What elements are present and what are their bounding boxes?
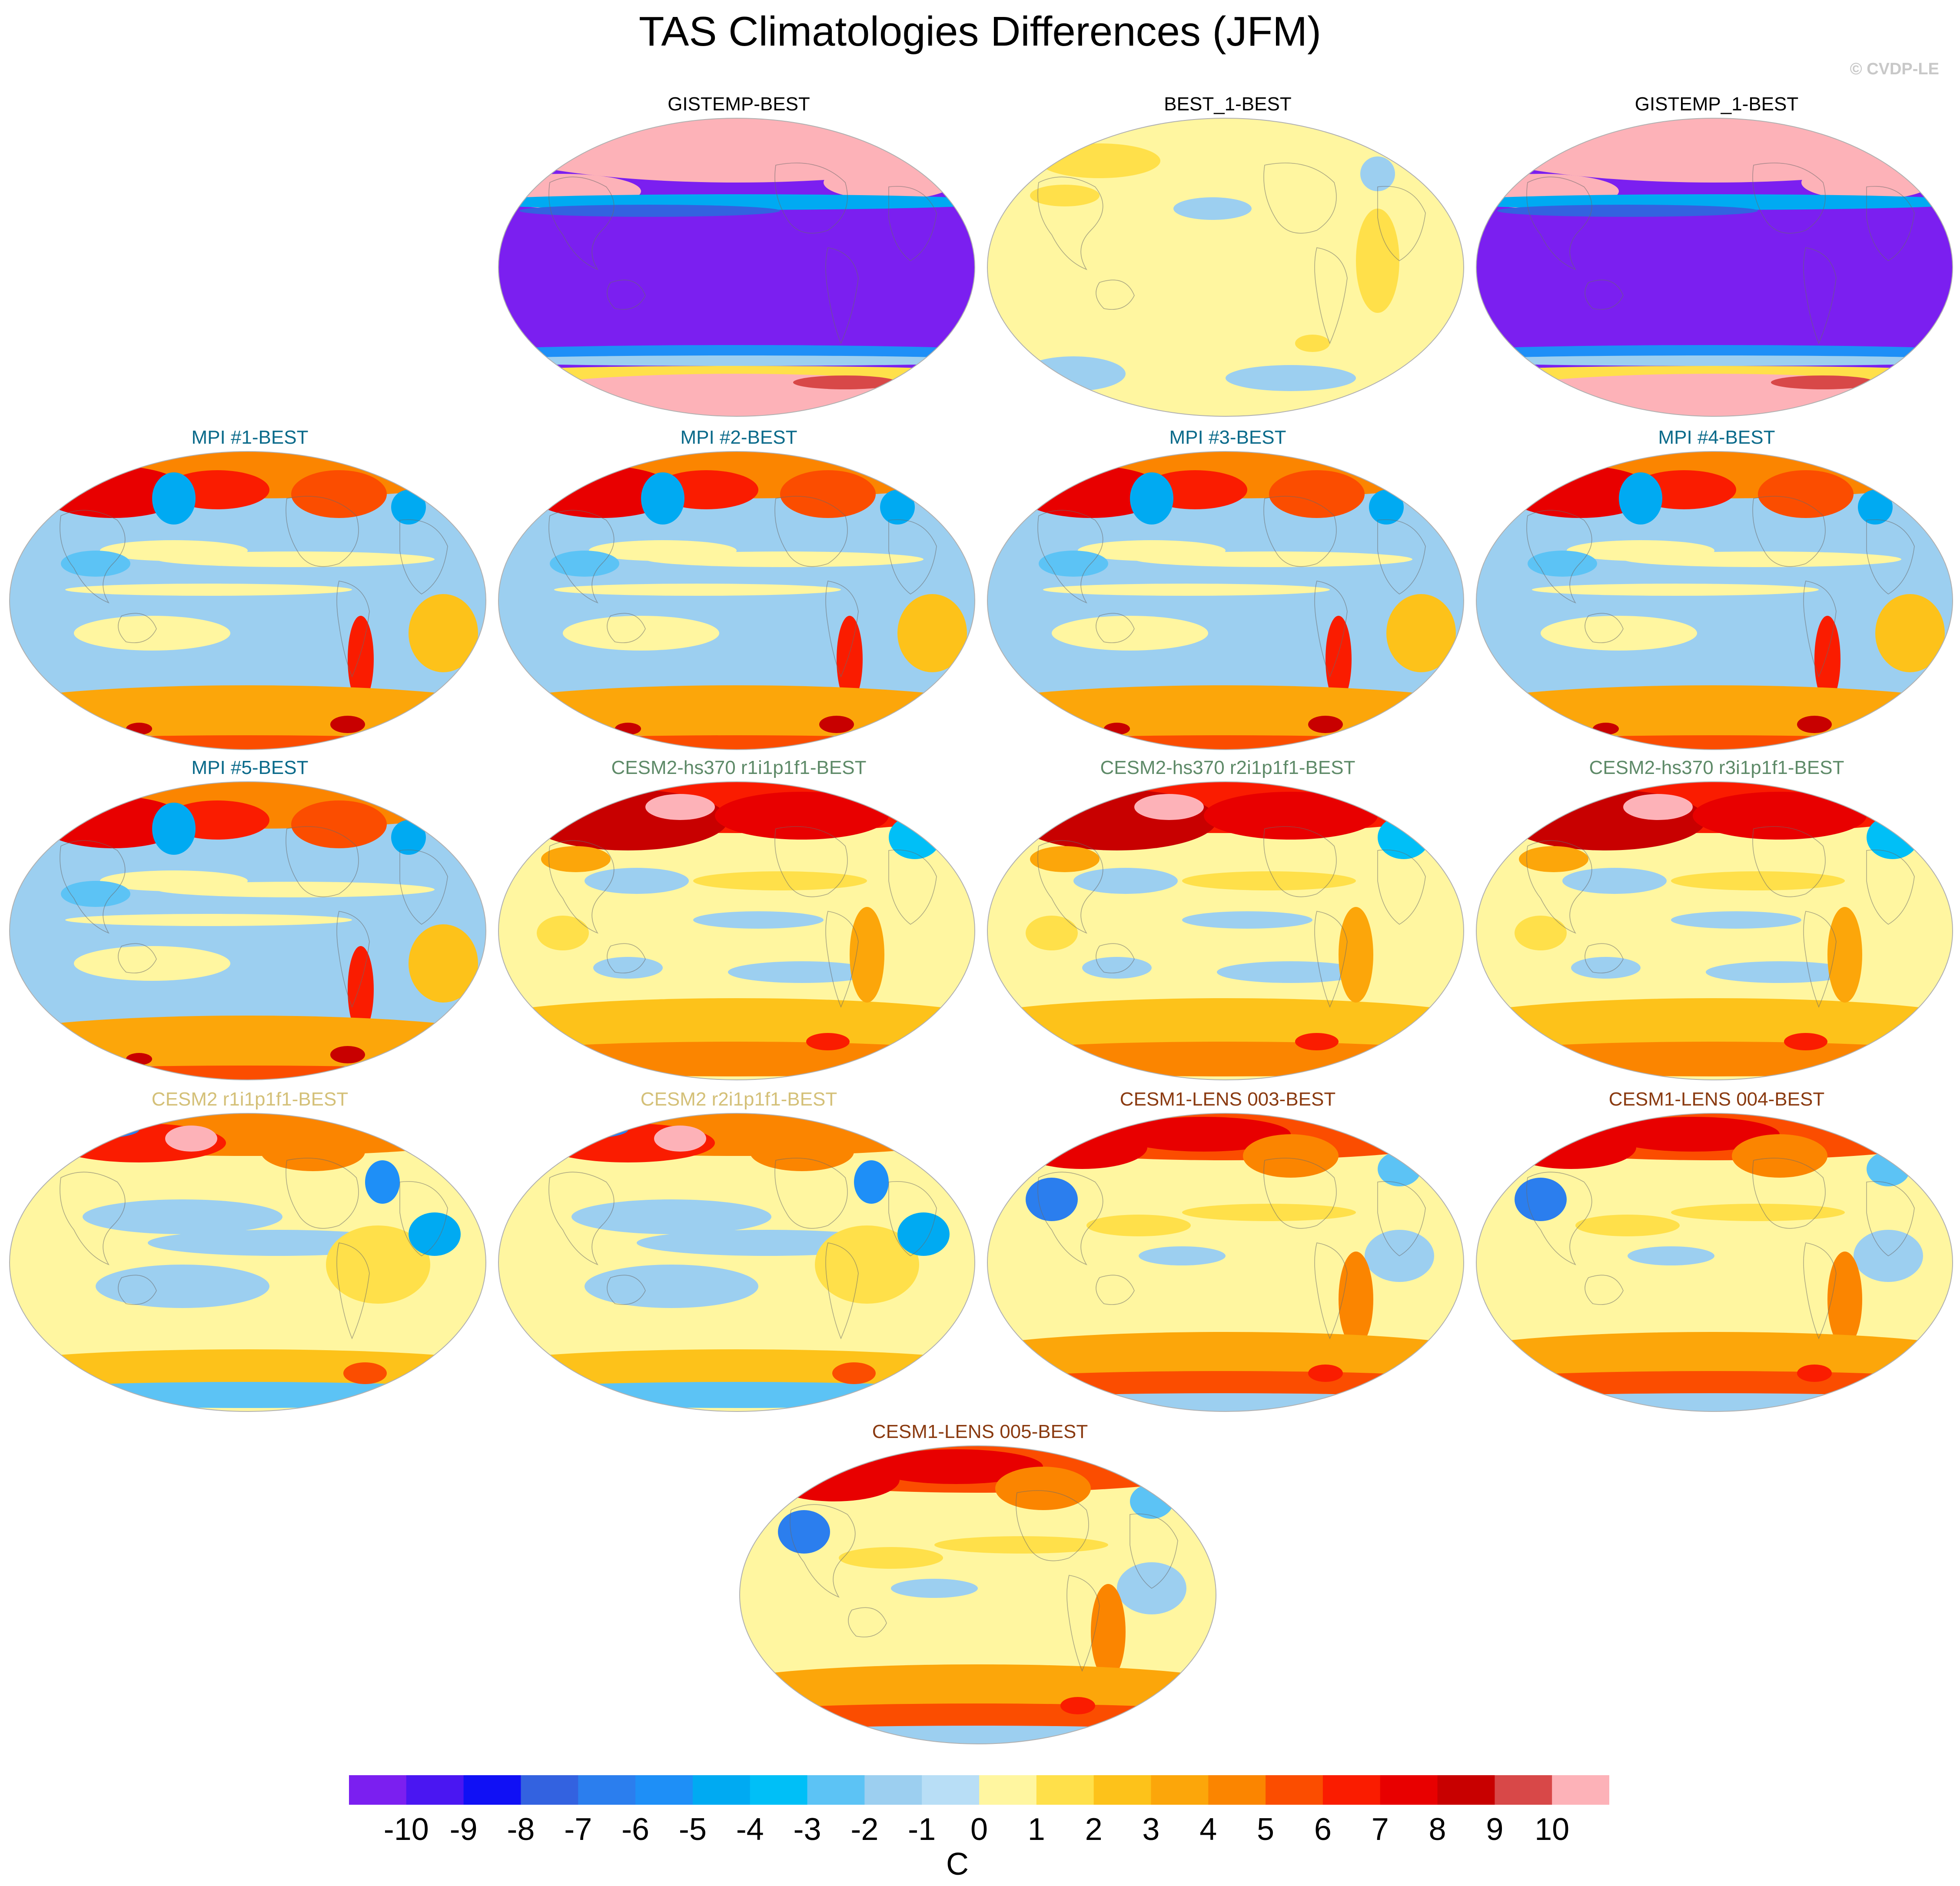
globe-map	[9, 781, 486, 1080]
colorbar-tick-label: -2	[850, 1812, 879, 1847]
colorbar-tick-label: 7	[1371, 1812, 1389, 1847]
colorbar-units: C	[946, 1847, 969, 1882]
colorbar-tick-label: -1	[908, 1812, 936, 1847]
colorbar-tick-label: 9	[1486, 1812, 1504, 1847]
colorbar-tick-label: 10	[1535, 1812, 1570, 1847]
map-panel: CESM1-LENS 003-BEST	[987, 1086, 1469, 1417]
colorbar-swatch	[1380, 1775, 1438, 1805]
colorbar-swatch	[1552, 1775, 1609, 1805]
colorbar-tick-label: 6	[1314, 1812, 1332, 1847]
map-panel: BEST_1-BEST	[987, 91, 1469, 422]
panel-title: MPI #5-BEST	[191, 757, 309, 778]
colorbar-swatch	[1322, 1775, 1381, 1805]
colorbar-tick-label: -10	[383, 1812, 429, 1847]
panel-title: CESM2 r2i1p1f1-BEST	[640, 1089, 837, 1110]
globe-map	[498, 118, 975, 417]
panel-title: CESM2-hs370 r2i1p1f1-BEST	[1100, 757, 1355, 778]
colorbar-swatch	[463, 1775, 521, 1805]
colorbar-tick-label: -9	[449, 1812, 478, 1847]
colorbar-swatch	[750, 1775, 808, 1805]
colorbar-swatch	[1495, 1775, 1552, 1805]
colorbar-swatch	[1093, 1775, 1151, 1805]
colorbar: -10 -9 -8 -7 -6 -5 -4 -3 -2 -1 0 1 2 3 4 5 6 7 8 9 10 C	[349, 1775, 1609, 1884]
panel-title: CESM1-LENS 005-BEST	[872, 1421, 1088, 1442]
colorbar-tick-label: -8	[507, 1812, 535, 1847]
colorbar-swatch	[578, 1775, 636, 1805]
map-panel: CESM2-hs370 r3i1p1f1-BEST	[1475, 755, 1958, 1085]
panel-title: CESM2-hs370 r3i1p1f1-BEST	[1589, 757, 1844, 778]
colorbar-swatch	[635, 1775, 693, 1805]
colorbar-tick-label: 3	[1142, 1812, 1160, 1847]
colorbar-tick-label: 0	[970, 1812, 988, 1847]
panel-title: CESM1-LENS 003-BEST	[1120, 1089, 1336, 1110]
colorbar-swatch	[406, 1775, 464, 1805]
globe-map	[987, 781, 1464, 1080]
colorbar-swatches	[349, 1775, 1609, 1805]
colorbar-swatch	[864, 1775, 922, 1805]
globe-map	[987, 451, 1464, 750]
globe-map	[1476, 781, 1953, 1080]
panel-title: CESM1-LENS 004-BEST	[1608, 1089, 1825, 1110]
colorbar-swatch	[1437, 1775, 1495, 1805]
map-panel: CESM1-LENS 005-BEST	[739, 1419, 1221, 1749]
colorbar-swatch	[1266, 1775, 1323, 1805]
panel-title: CESM2-hs370 r1i1p1f1-BEST	[611, 757, 867, 778]
map-panel: CESM2-hs370 r2i1p1f1-BEST	[987, 755, 1469, 1085]
panel-title: MPI #3-BEST	[1169, 427, 1286, 448]
map-panel: MPI #1-BEST	[9, 425, 491, 755]
panel-title: GISTEMP_1-BEST	[1634, 93, 1799, 115]
panel-title: MPI #1-BEST	[191, 427, 309, 448]
colorbar-tick-label: 5	[1257, 1812, 1275, 1847]
colorbar-tick-label: 1	[1027, 1812, 1045, 1847]
map-panel: GISTEMP-BEST	[498, 91, 980, 422]
colorbar-swatch	[521, 1775, 578, 1805]
colorbar-tick-label: -3	[793, 1812, 821, 1847]
colorbar-tick-label: -4	[736, 1812, 764, 1847]
globe-map	[498, 1113, 975, 1412]
credit-label: © CVDP-LE	[1850, 60, 1939, 78]
colorbar-tick-label: -5	[678, 1812, 707, 1847]
panel-title: MPI #4-BEST	[1658, 427, 1775, 448]
globe-map	[498, 781, 975, 1080]
colorbar-swatch	[1036, 1775, 1094, 1805]
map-panel: CESM1-LENS 004-BEST	[1475, 1086, 1958, 1417]
map-panel: MPI #4-BEST	[1475, 425, 1958, 755]
colorbar-swatch	[807, 1775, 865, 1805]
colorbar-swatch	[1151, 1775, 1209, 1805]
panel-title: GISTEMP-BEST	[668, 93, 810, 115]
globe-map	[498, 451, 975, 750]
globe-map	[1476, 451, 1953, 750]
map-panel: CESM2 r2i1p1f1-BEST	[498, 1086, 980, 1417]
map-panel: MPI #2-BEST	[498, 425, 980, 755]
map-panel: CESM2-hs370 r1i1p1f1-BEST	[498, 755, 980, 1085]
colorbar-tick-label: 8	[1428, 1812, 1446, 1847]
map-panel: MPI #3-BEST	[987, 425, 1469, 755]
map-panel: CESM2 r1i1p1f1-BEST	[9, 1086, 491, 1417]
colorbar-swatch	[692, 1775, 751, 1805]
colorbar-swatch	[979, 1775, 1037, 1805]
globe-map	[987, 1113, 1464, 1412]
map-panel: GISTEMP_1-BEST	[1475, 91, 1958, 422]
colorbar-tick-label: 2	[1085, 1812, 1103, 1847]
map-panel: MPI #5-BEST	[9, 755, 491, 1085]
colorbar-swatch	[1208, 1775, 1266, 1805]
colorbar-swatch	[349, 1775, 407, 1805]
globe-map	[1476, 1113, 1953, 1412]
colorbar-tick-label: -6	[621, 1812, 650, 1847]
panel-title: MPI #2-BEST	[680, 427, 797, 448]
colorbar-swatch	[922, 1775, 980, 1805]
globe-map	[9, 451, 486, 750]
colorbar-tick-label: -7	[564, 1812, 592, 1847]
globe-map	[1476, 118, 1953, 417]
panel-title: CESM2 r1i1p1f1-BEST	[151, 1089, 349, 1110]
globe-map	[9, 1113, 486, 1412]
globe-map	[739, 1445, 1216, 1744]
figure-title: TAS Climatologies Differences (JFM)	[638, 8, 1322, 55]
colorbar-tick-label: 4	[1199, 1812, 1217, 1847]
panel-title: BEST_1-BEST	[1164, 93, 1292, 115]
globe-map	[987, 118, 1464, 417]
